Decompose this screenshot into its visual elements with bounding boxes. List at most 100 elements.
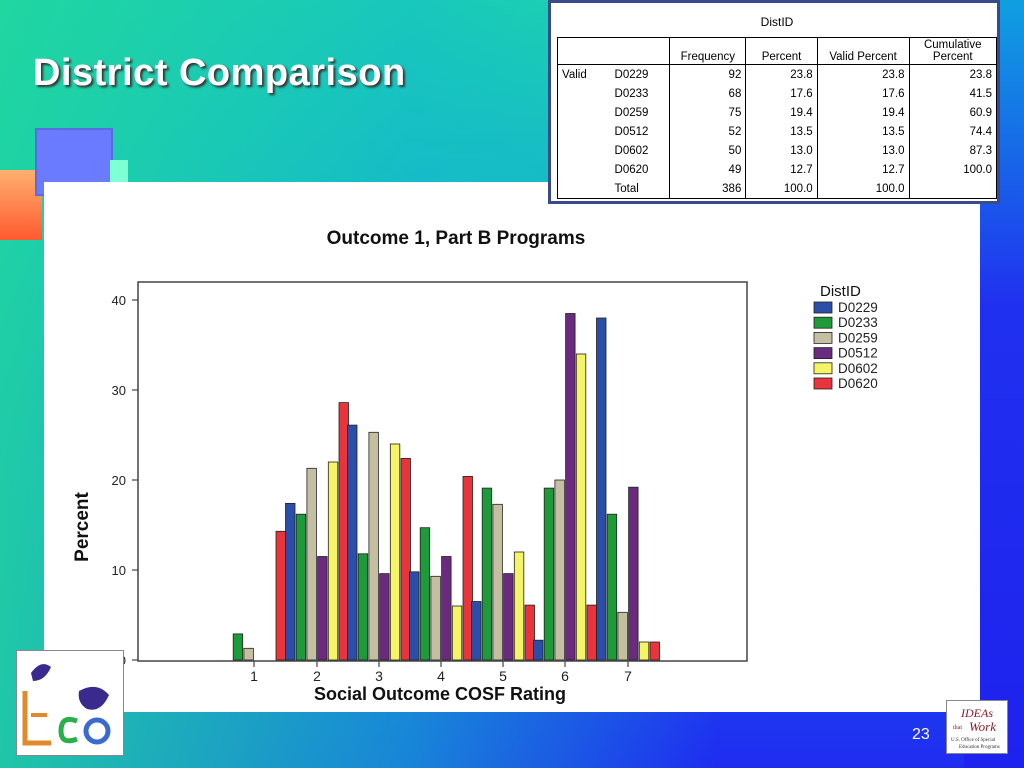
legend-swatch bbox=[813, 331, 833, 344]
row-valid-percent: 13.5 bbox=[817, 122, 910, 141]
x-tick-label: 7 bbox=[624, 668, 632, 684]
bar-d0512-2 bbox=[317, 556, 328, 661]
legend-swatch bbox=[813, 377, 833, 390]
bar-d0259-1 bbox=[243, 647, 254, 661]
table-total-row: Total 386 100.0 100.0 bbox=[556, 179, 997, 199]
legend-swatch bbox=[813, 301, 833, 314]
legend-label: D0602 bbox=[838, 361, 878, 376]
bar-d0259-5 bbox=[492, 503, 503, 661]
bar-d0620-2 bbox=[338, 402, 349, 661]
bar-d0512-7 bbox=[628, 486, 639, 661]
x-tick-label: 6 bbox=[561, 668, 569, 684]
row-frequency: 50 bbox=[669, 141, 747, 160]
row-frequency: 52 bbox=[669, 122, 747, 141]
frequency-table-panel: DistID Frequency Percent Valid Percent C… bbox=[548, 0, 1000, 204]
svg-text:IDEAs: IDEAs bbox=[960, 706, 993, 720]
row-valid-percent: 23.8 bbox=[817, 64, 910, 84]
legend-swatch bbox=[813, 347, 833, 360]
y-axis-label: Percent bbox=[72, 491, 93, 561]
svg-text:Education Programs: Education Programs bbox=[959, 745, 1000, 750]
row-percent: 12.7 bbox=[745, 160, 818, 179]
col-cumulative-line1: Cumulative bbox=[923, 39, 982, 51]
bar-d0233-5 bbox=[481, 487, 493, 661]
row-district-id: D0512 bbox=[610, 122, 671, 141]
col-frequency: Frequency bbox=[669, 37, 747, 65]
bar-d0229-5 bbox=[471, 601, 482, 661]
frequency-table-title: DistID bbox=[760, 15, 794, 29]
bar-d0620-1 bbox=[275, 530, 286, 661]
row-valid-percent: 12.7 bbox=[817, 160, 910, 179]
bar-d0602-6 bbox=[575, 353, 587, 661]
bar-d0233-2 bbox=[295, 513, 307, 661]
total-frequency: 386 bbox=[669, 179, 747, 199]
row-valid-percent: 13.0 bbox=[817, 141, 910, 160]
legend-label: D0259 bbox=[838, 330, 878, 345]
legend-swatch bbox=[813, 362, 833, 375]
col-cumulative-percent: Cumulative Percent bbox=[909, 37, 997, 65]
bar-d0233-6 bbox=[543, 487, 555, 661]
row-cumulative: 23.8 bbox=[909, 64, 997, 84]
svg-text:U.S. Office of Special: U.S. Office of Special bbox=[951, 738, 996, 743]
row-cumulative: 74.4 bbox=[909, 122, 997, 141]
bar-d0512-6 bbox=[565, 313, 576, 661]
legend-label: D0620 bbox=[838, 376, 878, 391]
row-cumulative: 100.0 bbox=[909, 160, 997, 179]
bar-d0229-6 bbox=[533, 639, 544, 661]
row-valid-percent: 17.6 bbox=[817, 84, 910, 103]
table-row: D0259 75 19.4 19.4 60.9 bbox=[556, 103, 997, 122]
bar-d0620-4 bbox=[462, 475, 473, 661]
bar-d0602-7 bbox=[638, 641, 650, 661]
bar-d0259-6 bbox=[554, 479, 565, 661]
bar-d0233-7 bbox=[606, 513, 618, 661]
svg-text:Work: Work bbox=[969, 719, 996, 734]
row-cumulative: 87.3 bbox=[909, 141, 997, 160]
row-frequency: 92 bbox=[669, 64, 747, 84]
bar-d0512-5 bbox=[503, 573, 514, 661]
bar-d0602-5 bbox=[513, 551, 525, 661]
row-district-id: D0229 bbox=[610, 64, 671, 84]
row-district-id: D0259 bbox=[610, 103, 671, 122]
row-frequency: 75 bbox=[669, 103, 747, 122]
eco-logo-graphic bbox=[22, 664, 111, 746]
total-percent: 100.0 bbox=[745, 179, 818, 199]
col-valid-percent: Valid Percent bbox=[817, 37, 910, 65]
bar-d0512-3 bbox=[379, 573, 390, 661]
row-district-id: D0620 bbox=[610, 160, 671, 179]
row-percent: 23.8 bbox=[745, 64, 818, 84]
bar-d0229-4 bbox=[409, 571, 420, 661]
bar-d0259-3 bbox=[368, 431, 379, 661]
y-tick-label: 20 bbox=[112, 473, 126, 488]
legend-swatch bbox=[813, 316, 833, 329]
x-axis-label: Social Outcome COSF Rating bbox=[314, 684, 566, 704]
page-number: 23 bbox=[912, 726, 930, 743]
row-district-id: D0233 bbox=[610, 84, 671, 103]
row-percent: 17.6 bbox=[745, 84, 818, 103]
bar-d0259-7 bbox=[617, 611, 628, 661]
row-frequency: 68 bbox=[669, 84, 747, 103]
table-row: D0602 50 13.0 13.0 87.3 bbox=[556, 141, 997, 160]
bar-d0620-5 bbox=[524, 604, 535, 661]
ideas-logo-graphic: IDEAs that Work U.S. Office of Special E… bbox=[951, 706, 1000, 750]
bar-d0602-3 bbox=[389, 443, 401, 661]
ideas-that-work-logo: IDEAs that Work U.S. Office of Special E… bbox=[946, 700, 1008, 754]
bar-d0512-4 bbox=[441, 556, 452, 661]
bar-d0620-3 bbox=[400, 457, 411, 661]
bar-chart: Outcome 1, Part B Programs 010203040 123… bbox=[72, 228, 878, 704]
y-axis: 010203040 bbox=[112, 293, 138, 668]
table-row: Valid D0229 92 23.8 23.8 23.8 bbox=[556, 64, 997, 84]
legend-label: D0229 bbox=[838, 300, 878, 315]
total-valid-percent: 100.0 bbox=[817, 179, 910, 199]
legend-label: D0512 bbox=[838, 346, 878, 361]
row-valid-percent: 19.4 bbox=[817, 103, 910, 122]
svg-text:that: that bbox=[953, 725, 962, 731]
bar-d0233-3 bbox=[357, 553, 369, 661]
total-label: Total bbox=[610, 179, 671, 199]
bar-d0602-2 bbox=[327, 461, 339, 661]
bar-d0229-3 bbox=[347, 424, 358, 661]
bar-d0602-4 bbox=[451, 605, 463, 661]
frequency-table: Frequency Percent Valid Percent Cumulati… bbox=[556, 37, 997, 199]
bar-d0620-7 bbox=[649, 641, 660, 661]
table-row: D0233 68 17.6 17.6 41.5 bbox=[556, 84, 997, 103]
x-tick-label: 4 bbox=[437, 668, 445, 684]
